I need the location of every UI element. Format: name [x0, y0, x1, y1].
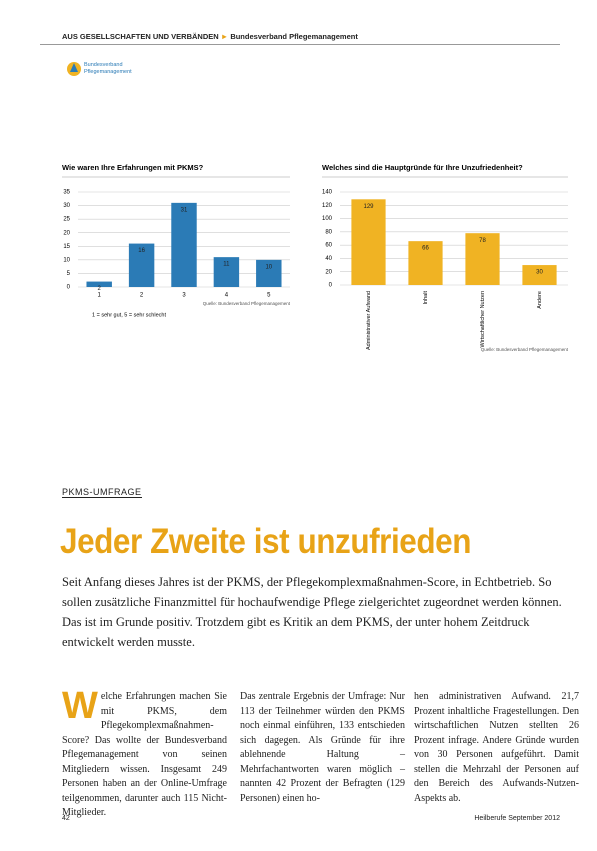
x-tick-label: 2	[140, 293, 144, 299]
value-label: 129	[363, 204, 374, 210]
y-tick-label: 15	[63, 244, 70, 250]
column: Das zentrale Ergebnis der Umfrage: Nur 1…	[240, 691, 405, 804]
value-label: 16	[138, 248, 145, 254]
bar	[408, 241, 443, 285]
bar	[213, 257, 240, 287]
x-tick-label: 5	[267, 293, 271, 299]
x-tick-label: 1	[98, 293, 102, 299]
bar	[171, 202, 197, 287]
y-tick-label: 60	[325, 243, 332, 249]
value-label: 78	[479, 238, 486, 244]
logo-mark	[67, 62, 81, 76]
bar	[128, 243, 155, 287]
chart-note: 1 = sehr gut, 5 = sehr schlecht	[92, 312, 166, 318]
x-tick-label: 4	[225, 293, 229, 299]
y-tick-label: 140	[322, 190, 333, 196]
y-tick-label: 0	[67, 285, 71, 291]
bar	[465, 233, 500, 285]
chart-source: Quelle: Bundesverband Pflegemanagement	[203, 301, 291, 306]
column-text: elche Erfahrungen machen Sie mit PKMS, d…	[62, 691, 227, 818]
drop-cap: W	[62, 685, 98, 727]
logo-text: Bundesverband Pflegemanagement	[84, 62, 132, 75]
charts: Wie waren Ihre Erfahrungen mit PKMS?0510…	[62, 163, 569, 352]
y-tick-label: 40	[325, 256, 332, 262]
rule	[40, 44, 560, 45]
value-label: 11	[223, 262, 230, 268]
y-tick-label: 10	[63, 257, 70, 263]
x-tick-label: Administrativer Aufwand	[366, 291, 372, 350]
y-tick-label: 0	[329, 283, 333, 289]
y-tick-label: 20	[63, 230, 70, 236]
x-tick-label: Wirtschaftlicher Nutzen	[480, 291, 486, 348]
chart-source: Quelle: Bundesverband Pflegemanagement	[481, 347, 569, 352]
y-tick-label: 5	[67, 271, 71, 277]
x-tick-label: Andere	[537, 291, 543, 309]
y-tick-label: 25	[63, 217, 70, 223]
y-tick-label: 120	[322, 203, 333, 209]
headline: Jeder Zweite ist unzufrieden	[60, 522, 471, 561]
section: AUS GESELLSCHAFTEN UND VERBÄNDEN	[62, 32, 219, 41]
value-label: 10	[265, 264, 272, 270]
chart-title: Welches sind die Hauptgründe für Ihre Un…	[322, 163, 523, 172]
bar	[86, 281, 112, 287]
value-label: 66	[422, 246, 429, 252]
subsection: Bundesverband Pflegemanagement	[230, 32, 358, 41]
y-tick-label: 80	[325, 229, 332, 235]
y-tick-label: 30	[63, 203, 70, 209]
value-label: 30	[536, 270, 543, 276]
page-number: 42	[62, 815, 70, 822]
y-tick-label: 100	[322, 216, 333, 222]
x-tick-label: Inhalt	[423, 291, 429, 305]
lead: Seit Anfang dieses Jahres ist der PKMS, …	[62, 575, 562, 649]
arrow: ►	[220, 32, 229, 41]
column: hen administrativen Aufwand. 21,7 Prozen…	[414, 691, 579, 804]
x-tick-label: 3	[182, 293, 186, 299]
value-label: 31	[181, 207, 188, 213]
value-label: 2	[98, 286, 102, 292]
bar	[522, 265, 557, 285]
y-tick-label: 35	[63, 190, 70, 196]
running-header: AUS GESELLSCHAFTEN UND VERBÄNDEN ► Bunde…	[62, 32, 358, 41]
chart-title: Wie waren Ihre Erfahrungen mit PKMS?	[62, 163, 204, 172]
y-tick-label: 20	[325, 269, 332, 275]
publication: Heilberufe September 2012	[474, 815, 560, 822]
bar	[256, 259, 282, 287]
bar	[351, 199, 386, 285]
kicker: PKMS-UMFRAGE	[62, 487, 142, 498]
